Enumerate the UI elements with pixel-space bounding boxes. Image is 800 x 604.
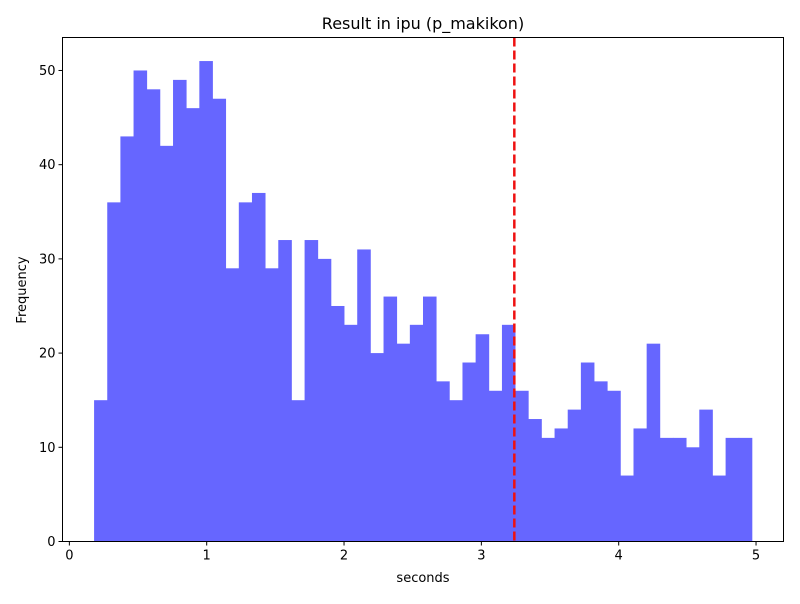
x-axis-ticks: 0 1 2 3 4 5	[65, 541, 760, 564]
y-tick-label: 30	[39, 252, 56, 267]
y-tick-label: 0	[47, 535, 55, 550]
histogram-bar	[567, 409, 582, 542]
x-tick-label: 0	[65, 549, 73, 564]
chart-title: Result in ipu (p_makikon)	[322, 14, 524, 34]
histogram-bar	[212, 98, 227, 542]
histogram-bar	[462, 362, 477, 542]
histogram-bar	[146, 89, 161, 542]
y-axis-ticks: 0 10 20 30 40 50	[39, 64, 63, 550]
x-tick-label: 5	[752, 549, 760, 564]
histogram-bar	[475, 334, 490, 542]
plot-frame	[62, 37, 784, 542]
histogram-bar	[633, 428, 648, 542]
y-axis-label: Frequency	[15, 256, 30, 323]
histogram-bar	[357, 249, 371, 542]
histogram-bar	[436, 381, 450, 542]
y-tick-label: 20	[39, 347, 56, 362]
histogram-bar	[699, 409, 713, 542]
histogram-bar	[712, 475, 727, 542]
x-tick-label: 2	[340, 549, 348, 564]
histogram-bar	[646, 343, 661, 542]
histogram-bar	[725, 437, 740, 542]
x-axis-label: seconds	[396, 571, 449, 586]
histogram-bar	[330, 305, 345, 542]
histogram-bar	[291, 400, 305, 542]
histogram-bar	[120, 136, 134, 542]
histogram-bar	[265, 268, 279, 542]
histogram-bar	[409, 324, 424, 542]
histogram-bar	[528, 419, 542, 542]
histogram-bar	[186, 108, 200, 542]
histogram-bar	[607, 390, 621, 542]
histogram-bar	[396, 343, 411, 542]
histogram-bar	[370, 353, 384, 542]
histogram-bar	[94, 400, 108, 542]
y-tick-label: 10	[39, 441, 56, 456]
histogram-bar	[554, 428, 569, 542]
x-tick-label: 3	[477, 549, 485, 564]
x-tick-label: 1	[203, 549, 211, 564]
histogram-bar	[423, 296, 437, 542]
histogram-bar	[541, 437, 555, 542]
histogram-bar	[344, 324, 358, 542]
histogram-bar	[159, 145, 174, 542]
histogram-bar	[488, 390, 503, 542]
histogram-bar	[383, 296, 398, 542]
histogram-bars	[94, 61, 753, 542]
y-tick-label: 50	[39, 64, 56, 79]
histogram-bar	[238, 202, 253, 542]
histogram-bar	[672, 437, 687, 542]
histogram-bar	[580, 362, 595, 542]
histogram-bar	[449, 400, 463, 542]
histogram-bar	[304, 240, 319, 542]
histogram-bar	[251, 192, 266, 542]
histogram-bar	[173, 79, 187, 542]
histogram-bar	[738, 437, 753, 542]
histogram-bar	[225, 268, 240, 542]
histogram-bar	[594, 381, 608, 542]
histogram-bar	[515, 390, 529, 542]
histogram-bar	[133, 70, 148, 542]
y-tick-label: 40	[39, 158, 56, 173]
histogram-bar	[620, 475, 634, 542]
histogram-bar	[278, 240, 292, 542]
x-tick-label: 4	[615, 549, 623, 564]
histogram-bar	[686, 447, 700, 542]
histogram-bar	[659, 437, 674, 542]
histogram-bar	[107, 202, 121, 542]
histogram-bar	[317, 258, 332, 542]
histogram-bar	[199, 61, 213, 542]
histogram-bar	[501, 324, 516, 542]
